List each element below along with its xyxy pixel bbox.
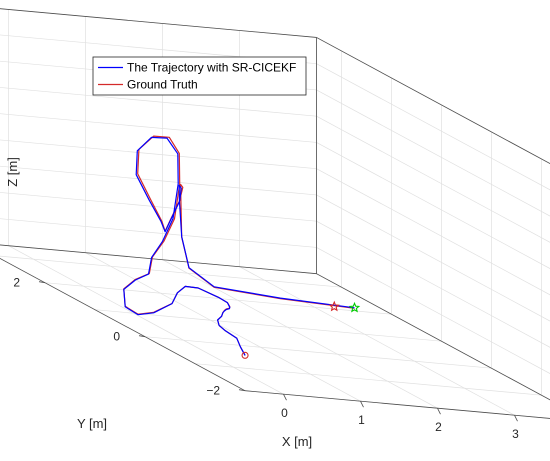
grid-line-y-floor <box>95 310 442 342</box>
y-tick-label: −2 <box>206 384 220 398</box>
grid-line-z-side <box>317 195 550 344</box>
grid-line-z-side <box>317 116 550 265</box>
x-tick-label: 0 <box>281 406 288 420</box>
axis-box-edge <box>317 274 550 423</box>
grid-line-y-floor <box>145 337 492 369</box>
x-tick-mark <box>438 408 441 414</box>
axis-box-edge <box>317 37 550 186</box>
back-panel-xz <box>0 6 317 274</box>
grid-line-y-floor <box>245 391 550 423</box>
legend-entry-truth: Ground Truth <box>127 78 198 92</box>
grid-line-x-floor <box>317 274 550 423</box>
x-tick-mark <box>284 394 287 400</box>
grid-line-z-side <box>317 247 550 396</box>
y-tick-label: 2 <box>13 276 20 290</box>
marker-layer <box>242 302 359 358</box>
legend-entry-estimate: The Trajectory with SR-CICEKF <box>127 61 296 75</box>
x-tick-label: 3 <box>512 427 519 441</box>
grid-line-z-side <box>317 37 550 186</box>
x-axis-label: X [m] <box>282 434 312 449</box>
x-tick-mark <box>515 415 518 421</box>
x-tick-label: 2 <box>435 420 442 434</box>
grid-line-z-side <box>317 90 550 239</box>
grid-line-z-side <box>317 274 550 423</box>
grid-line-z-side <box>317 169 550 318</box>
axis-box-edge <box>245 391 550 423</box>
x-tick-label: 1 <box>358 413 365 427</box>
grid-line-z-side <box>317 64 550 213</box>
grid-line-y-floor <box>195 364 542 396</box>
y-axis-label: Y [m] <box>77 416 107 431</box>
legend: The Trajectory with SR-CICEKF Ground Tru… <box>93 57 306 95</box>
grid-line-z-side <box>317 221 550 370</box>
grid-line-z-side <box>317 142 550 291</box>
z-axis-label: Z [m] <box>5 157 20 187</box>
grid-line-x-floor <box>163 260 438 409</box>
y-tick-label: 0 <box>113 330 120 344</box>
axis-box-edge <box>0 242 245 391</box>
x-tick-mark <box>361 401 364 407</box>
